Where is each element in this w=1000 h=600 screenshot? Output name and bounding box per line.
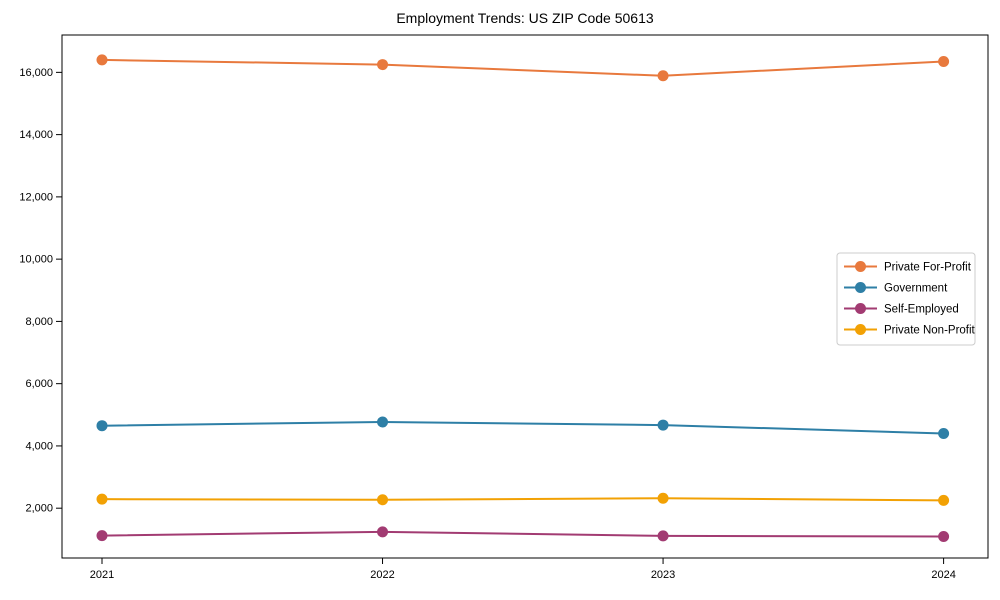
series-marker-government <box>96 420 108 432</box>
series-line-government <box>101 420 945 435</box>
series-marker-private-non-profit <box>96 493 108 505</box>
series-marker-self-employed <box>938 531 950 543</box>
axes-frame <box>61 34 989 559</box>
legend-label-self-employed: Self-Employed <box>884 304 959 316</box>
legend-marker-private-non-profit <box>855 324 866 335</box>
y-tick-label: 10,000 <box>19 254 53 266</box>
chart-title: Employment Trends: US ZIP Code 50613 <box>396 10 654 26</box>
y-tick-label: 12,000 <box>19 191 53 203</box>
series-marker-private-for-profit <box>96 54 108 66</box>
series-line-self-employed <box>101 530 945 538</box>
series-marker-private-non-profit <box>938 494 950 506</box>
series-marker-private-non-profit <box>377 494 389 506</box>
series-line-private-for-profit <box>101 58 945 77</box>
series-marker-government <box>657 419 669 431</box>
series-marker-private-for-profit <box>938 55 950 67</box>
y-tick-label: 4,000 <box>25 440 53 452</box>
series-marker-self-employed <box>657 530 669 542</box>
legend-label-private-for-profit: Private For-Profit <box>884 262 972 274</box>
y-tick-label: 14,000 <box>19 129 53 141</box>
x-tick-label: 2024 <box>931 569 955 581</box>
legend-label-government: Government <box>884 283 948 295</box>
series-line-private-non-profit <box>101 497 945 502</box>
series-marker-private-for-profit <box>657 70 669 82</box>
series-marker-government <box>938 427 950 439</box>
series-marker-self-employed <box>377 526 389 538</box>
x-tick-label: 2023 <box>651 569 675 581</box>
x-tick-label: 2022 <box>370 569 394 581</box>
y-tick-label: 6,000 <box>25 378 53 390</box>
y-tick-label: 2,000 <box>25 503 53 515</box>
series-marker-private-for-profit <box>377 59 389 71</box>
series-marker-government <box>377 416 389 428</box>
series-marker-self-employed <box>96 530 108 542</box>
x-tick-label: 2021 <box>90 569 114 581</box>
y-tick-label: 8,000 <box>25 316 53 328</box>
legend-marker-private-for-profit <box>855 261 866 272</box>
legend-marker-self-employed <box>855 303 866 314</box>
legend-label-private-non-profit: Private Non-Profit <box>884 325 976 337</box>
legend-box <box>836 252 976 346</box>
series-marker-private-non-profit <box>657 492 669 504</box>
legend-marker-government <box>855 282 866 293</box>
y-tick-label: 16,000 <box>19 67 53 79</box>
